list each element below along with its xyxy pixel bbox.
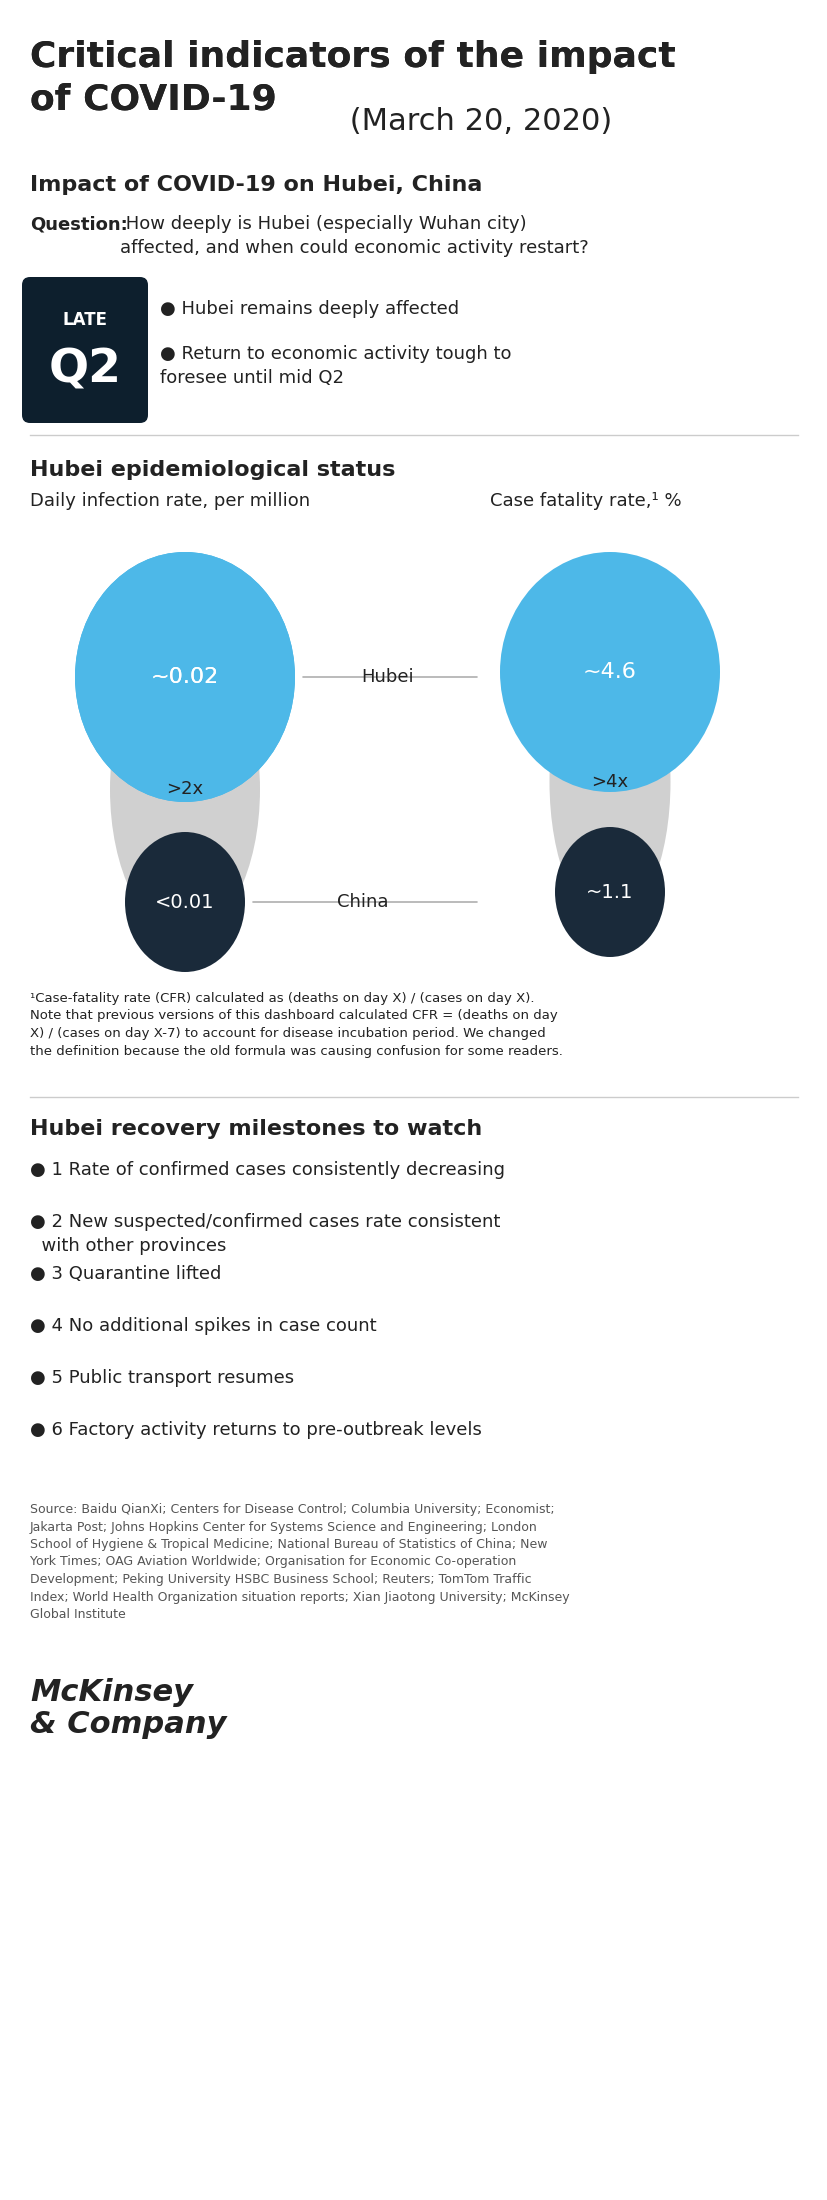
Text: Hubei: Hubei bbox=[361, 669, 414, 686]
Text: & Company: & Company bbox=[30, 1709, 227, 1738]
Text: ● 3 Quarantine lifted: ● 3 Quarantine lifted bbox=[30, 1265, 221, 1283]
Text: ~0.02: ~0.02 bbox=[151, 667, 219, 686]
Text: Impact of COVID-19 on Hubei, China: Impact of COVID-19 on Hubei, China bbox=[30, 176, 482, 196]
Text: ¹Case-fatality rate (CFR) calculated as (deaths on day X) / (cases on day X).
No: ¹Case-fatality rate (CFR) calculated as … bbox=[30, 992, 562, 1058]
Text: (March 20, 2020): (March 20, 2020) bbox=[340, 108, 611, 136]
Text: LATE: LATE bbox=[62, 310, 108, 330]
Ellipse shape bbox=[110, 642, 260, 937]
Text: ~4.6: ~4.6 bbox=[582, 662, 636, 682]
Text: ● 4 No additional spikes in case count: ● 4 No additional spikes in case count bbox=[30, 1318, 376, 1335]
Text: Question:: Question: bbox=[30, 216, 127, 233]
Text: ● Hubei remains deeply affected: ● Hubei remains deeply affected bbox=[160, 299, 458, 319]
Text: <0.01: <0.01 bbox=[155, 893, 214, 911]
Text: >4x: >4x bbox=[590, 772, 628, 792]
Text: Hubei recovery milestones to watch: Hubei recovery milestones to watch bbox=[30, 1120, 481, 1140]
Text: ● 1 Rate of confirmed cases consistently decreasing: ● 1 Rate of confirmed cases consistently… bbox=[30, 1162, 504, 1179]
Text: Critical indicators of the impact
of COVID-19: Critical indicators of the impact of COV… bbox=[30, 40, 675, 117]
Text: How deeply is Hubei (especially Wuhan city)
affected, and when could economic ac: How deeply is Hubei (especially Wuhan ci… bbox=[120, 216, 588, 257]
Text: China: China bbox=[337, 893, 388, 911]
Ellipse shape bbox=[500, 552, 719, 792]
Text: Q2: Q2 bbox=[49, 348, 122, 392]
Text: ~1.1: ~1.1 bbox=[586, 882, 633, 902]
Text: Critical indicators of the impact
of COVID-19: Critical indicators of the impact of COV… bbox=[30, 40, 675, 117]
Text: ~0.02: ~0.02 bbox=[151, 667, 219, 686]
Text: ● Return to economic activity tough to
foresee until mid Q2: ● Return to economic activity tough to f… bbox=[160, 345, 511, 387]
Text: ● 6 Factory activity returns to pre-outbreak levels: ● 6 Factory activity returns to pre-outb… bbox=[30, 1421, 481, 1439]
Ellipse shape bbox=[549, 640, 670, 924]
Text: ● 5 Public transport resumes: ● 5 Public transport resumes bbox=[30, 1368, 294, 1386]
Ellipse shape bbox=[75, 552, 294, 803]
Text: >2x: >2x bbox=[166, 781, 203, 799]
Text: Source: Baidu QianXi; Centers for Disease Control; Columbia University; Economis: Source: Baidu QianXi; Centers for Diseas… bbox=[30, 1503, 569, 1621]
Ellipse shape bbox=[554, 827, 664, 957]
Text: Case fatality rate,¹ %: Case fatality rate,¹ % bbox=[490, 493, 681, 510]
Text: Daily infection rate, per million: Daily infection rate, per million bbox=[30, 493, 310, 510]
Text: ● 2 New suspected/confirmed cases rate consistent
  with other provinces: ● 2 New suspected/confirmed cases rate c… bbox=[30, 1212, 500, 1254]
Ellipse shape bbox=[75, 552, 294, 803]
Text: McKinsey: McKinsey bbox=[30, 1679, 193, 1707]
Text: Hubei epidemiological status: Hubei epidemiological status bbox=[30, 460, 395, 480]
FancyBboxPatch shape bbox=[22, 277, 148, 422]
Ellipse shape bbox=[125, 832, 245, 972]
